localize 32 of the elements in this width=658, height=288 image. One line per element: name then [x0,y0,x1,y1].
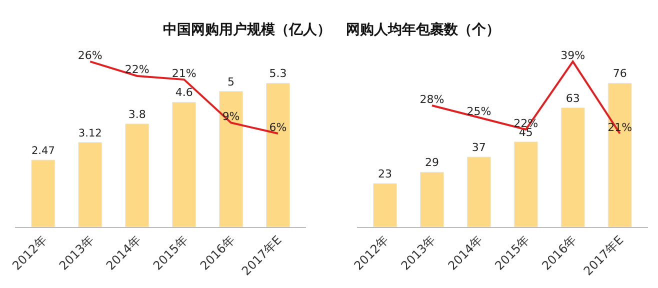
data-label: 26% [78,48,102,62]
chart-title: 网购人均年包裹数（个） [346,21,500,38]
data-label: 28% [420,92,444,106]
bar [266,82,290,227]
data-label: 37 [472,140,486,154]
data-label: 25% [466,104,492,118]
bar [514,142,538,227]
chart-title: 中国网购用户规模（亿人） [163,21,331,38]
data-label: 39% [560,48,586,62]
data-label: 21% [172,66,196,80]
data-label: 22% [124,63,150,76]
bar [78,142,102,227]
bar [420,172,444,227]
bar [219,91,244,227]
data-label: 23 [378,167,392,180]
bar [125,124,150,227]
data-label: 4.6 [175,86,193,100]
data-label: 3.12 [78,127,102,140]
bar [560,108,585,227]
data-label: 76 [612,67,627,80]
data-label: 5 [228,75,235,88]
data-label: 3.8 [128,108,146,121]
bar [31,160,56,227]
bar [466,156,491,227]
bar [172,102,196,227]
data-label: 5.3 [269,67,287,80]
bar [608,82,632,227]
data-label: 2.47 [31,145,55,158]
data-label: 63 [566,92,580,105]
bar [373,183,397,227]
data-label: 6% [269,120,287,134]
data-label: 29 [424,156,439,170]
